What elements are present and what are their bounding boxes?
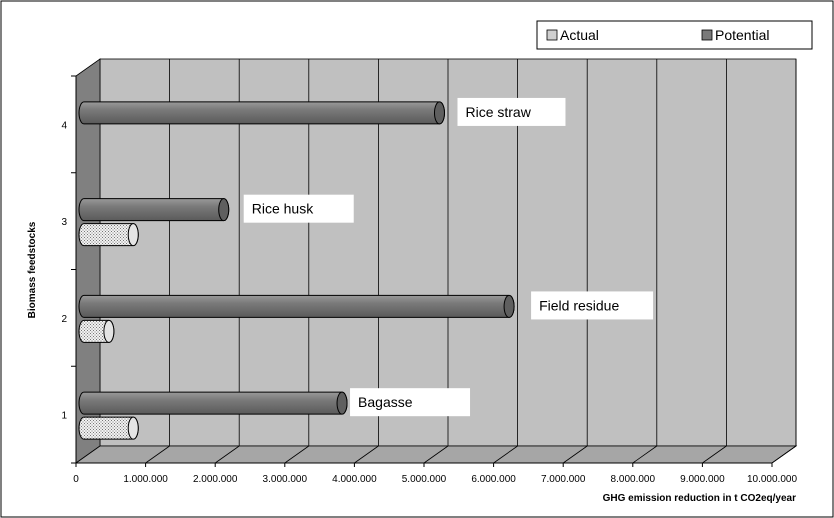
floor-gridline bbox=[423, 445, 449, 464]
bar-potential-3 bbox=[78, 198, 230, 222]
floor-gridline bbox=[214, 445, 240, 464]
bar-potential-1-body bbox=[78, 391, 348, 415]
floor-gridline bbox=[354, 445, 379, 464]
plot-area: 0 1.000.000 2.000.000 3.000.000 4.000.000 5.0… bbox=[61, 58, 797, 485]
legend-swatch-actual bbox=[546, 29, 558, 41]
x-tick-label: 1.000.000 bbox=[123, 474, 168, 485]
annotation-box bbox=[243, 194, 354, 223]
x-tick-label: 4.000.000 bbox=[332, 474, 377, 485]
y-tick-label: 1 bbox=[61, 411, 67, 422]
bar-actual-2 bbox=[78, 319, 115, 343]
annotation-label: Bagasse bbox=[358, 394, 413, 410]
bar-actual-3-cap bbox=[127, 223, 139, 247]
floor-gridline bbox=[771, 445, 797, 464]
bar-actual-3 bbox=[78, 223, 139, 247]
annotation-box bbox=[531, 291, 654, 320]
x-tick-label: 10.000.000 bbox=[747, 474, 797, 485]
bar-potential-4-body bbox=[78, 101, 445, 125]
floor-gridline bbox=[145, 445, 170, 464]
floor-gridline bbox=[562, 445, 588, 464]
annotation-label: Rice husk bbox=[252, 201, 314, 217]
legend-box bbox=[536, 20, 813, 50]
legend-swatch-potential bbox=[701, 29, 713, 41]
bar-actual-1-cap bbox=[127, 416, 139, 440]
legend: Actual Potential bbox=[536, 20, 813, 50]
x-axis-title: GHG emission reduction in t CO2eq/year bbox=[603, 493, 796, 504]
x-tick-label: 8.000.000 bbox=[611, 474, 656, 485]
bar-potential-4 bbox=[78, 101, 445, 125]
annotation-label: Rice straw bbox=[465, 104, 531, 120]
annotation-box bbox=[457, 97, 566, 126]
x-tick-label: 9.000.000 bbox=[680, 474, 725, 485]
bar-potential-3-body bbox=[78, 198, 230, 222]
bar-potential-1-cap bbox=[336, 391, 348, 415]
floor-gridline bbox=[493, 445, 518, 464]
legend-label-actual: Actual bbox=[560, 27, 599, 43]
x-tick-label: 5.000.000 bbox=[402, 474, 447, 485]
bar-potential-2 bbox=[78, 294, 515, 318]
bar-potential-3-cap bbox=[218, 198, 230, 222]
x-tick-label: 3.000.000 bbox=[263, 474, 308, 485]
legend-label-potential: Potential bbox=[715, 27, 769, 43]
bar-potential-2-body bbox=[78, 294, 515, 318]
annotation-box bbox=[350, 388, 471, 417]
y-axis-title: Biomass feedstocks bbox=[27, 221, 38, 318]
y-tick-label: 2 bbox=[61, 314, 67, 325]
y-tick-label: 3 bbox=[61, 217, 67, 228]
floor-gridline bbox=[702, 445, 727, 464]
x-tick-label: 6.000.000 bbox=[471, 474, 516, 485]
floor-gridline bbox=[632, 445, 658, 464]
x-tick-label: 2.000.000 bbox=[193, 474, 238, 485]
floor-gridline bbox=[284, 445, 310, 464]
bar-potential-1 bbox=[78, 391, 348, 415]
bar-potential-4-cap bbox=[433, 101, 445, 125]
x-tick-label: 0 bbox=[73, 474, 79, 485]
bar-actual-2-cap bbox=[103, 319, 115, 343]
y-tick-label: 4 bbox=[61, 120, 67, 131]
x-tick-label: 7.000.000 bbox=[541, 474, 586, 485]
bar-actual-1 bbox=[78, 416, 139, 440]
annotation-label: Field residue bbox=[539, 297, 619, 313]
bar-potential-2-cap bbox=[503, 294, 515, 318]
